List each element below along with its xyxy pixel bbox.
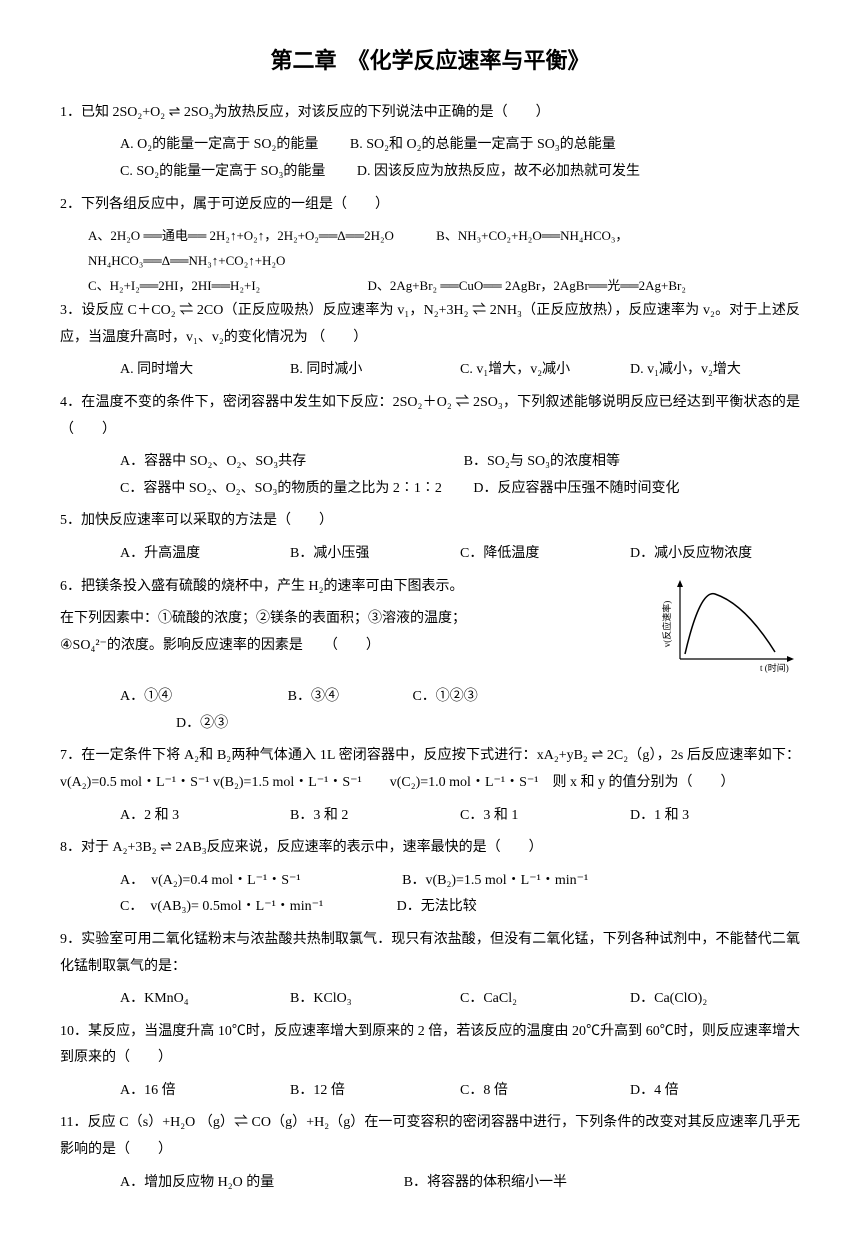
question-9: 9．实验室可用二氧化锰粉末与浓盐酸共热制取氯气．现只有浓盐酸，但没有二氧化锰，下…: [60, 927, 800, 980]
question-3: 3．设反应 C＋CO₂ ⇌ 2CO（正反应吸热）反应速率为 v₁，N₂+3H₂ …: [60, 298, 800, 351]
question-8: 8．对于 A₂+3B₂ ⇌ 2AB₃反应来说，反应速率的表示中，速率最快的是（ …: [60, 835, 800, 862]
q11-options: A．增加反应物 H₂O 的量 B．将容器的体积缩小一半: [60, 1170, 800, 1197]
q5-options: A．升高温度 B．减小压强 C．降低温度 D．减小反应物浓度: [60, 541, 800, 568]
q11-opt-b: B．将容器的体积缩小一半: [404, 1175, 567, 1190]
q8-opt-b: B．v(B₂)=1.5 mol・L⁻¹・min⁻¹: [402, 873, 588, 888]
q6-opt-d: D．②③: [176, 716, 228, 731]
q2-opt-d: D、2Ag+Br₂ ══CuO══ 2AgBr，2AgBr══光══2Ag+Br…: [367, 278, 685, 293]
question-1: 1．已知 2SO₂+O₂ ⇌ 2SO₃为放热反应，对该反应的下列说法中正确的是（…: [60, 100, 800, 127]
graph-ylabel: v(反应速率): [661, 600, 672, 647]
q7-opt-d: D．1 和 3: [630, 803, 800, 830]
question-5: 5．加快反应速率可以采取的方法是（ ）: [60, 508, 800, 535]
q3-opt-c: C. v₁增大，v₂减小: [460, 357, 630, 384]
q8-opt-a: A． v(A₂)=0.4 mol・L⁻¹・S⁻¹: [120, 873, 301, 888]
chapter-title: 第二章 《化学反应速率与平衡》: [60, 40, 800, 82]
q8-options: A． v(A₂)=0.4 mol・L⁻¹・S⁻¹ B．v(B₂)=1.5 mol…: [60, 868, 800, 921]
graph-xlabel: t (时间): [760, 662, 789, 673]
q6-opt-c: C．①②③: [412, 689, 477, 704]
q1-opt-d: D. 因该反应为放热反应，故不必加热就可发生: [357, 164, 640, 179]
q2-opt-c: C、H₂+I₂══2HI，2HI══H₂+I₂: [88, 278, 260, 293]
q9-options: A．KMnO₄ B．KClO₃ C．CaCl₂ D．Ca(ClO)₂: [60, 986, 800, 1013]
q9-opt-c: C．CaCl₂: [460, 986, 630, 1013]
q8-opt-c: C． v(AB₃)= 0.5mol・L⁻¹・min⁻¹: [120, 899, 323, 914]
q1-options: A. O₂的能量一定高于 SO₂的能量 B. SO₂和 O₂的总能量一定高于 S…: [60, 132, 800, 185]
q1-opt-c: C. SO₂的能量一定高于 SO₃的能量: [120, 164, 325, 179]
q5-opt-c: C．降低温度: [460, 541, 630, 568]
q4-opt-b: B．SO₂与 SO₃的浓度相等: [464, 454, 620, 469]
q2-options: A、2H₂O ══通电══ 2H₂↑+O₂↑，2H₂+O₂══Δ══2H₂O B…: [60, 224, 800, 298]
q5-opt-b: B．减小压强: [290, 541, 460, 568]
q9-opt-a: A．KMnO₄: [120, 986, 290, 1013]
question-7: 7．在一定条件下将 A₂和 B₂两种气体通入 1L 密闭容器中，反应按下式进行：…: [60, 743, 800, 796]
q6-opt-b: B．③④: [288, 689, 339, 704]
q3-opt-a: A. 同时增大: [120, 357, 290, 384]
question-10: 10．某反应，当温度升高 10℃时，反应速率增大到原来的 2 倍，若该反应的温度…: [60, 1019, 800, 1072]
question-4: 4．在温度不变的条件下，密闭容器中发生如下反应：2SO₂＋O₂ ⇌ 2SO₃，下…: [60, 390, 800, 443]
q4-options: A．容器中 SO₂、O₂、SO₃共存 B．SO₂与 SO₃的浓度相等 C．容器中…: [60, 449, 800, 502]
q7-opt-a: A．2 和 3: [120, 803, 290, 830]
q2-opt-a: A、2H₂O ══通电══ 2H₂↑+O₂↑，2H₂+O₂══Δ══2H₂O: [88, 228, 394, 243]
q10-opt-c: C．8 倍: [460, 1078, 630, 1105]
q10-options: A．16 倍 B．12 倍 C．8 倍 D．4 倍: [60, 1078, 800, 1105]
q5-opt-a: A．升高温度: [120, 541, 290, 568]
q7-opt-b: B．3 和 2: [290, 803, 460, 830]
q3-opt-d: D. v₁减小，v₂增大: [630, 357, 800, 384]
q4-opt-d: D．反应容器中压强不随时间变化: [473, 481, 679, 496]
q6-opt-a: A．①④: [120, 689, 172, 704]
q4-opt-a: A．容器中 SO₂、O₂、SO₃共存: [120, 454, 306, 469]
q4-opt-c: C．容器中 SO₂、O₂、SO₃的物质的量之比为 2∶1∶2: [120, 481, 442, 496]
q1-opt-a: A. O₂的能量一定高于 SO₂的能量: [120, 137, 318, 152]
q1-opt-b: B. SO₂和 O₂的总能量一定高于 SO₃的总能量: [350, 137, 616, 152]
question-2: 2．下列各组反应中，属于可逆反应的一组是（ ）: [60, 192, 800, 219]
q10-opt-a: A．16 倍: [120, 1078, 290, 1105]
q10-opt-b: B．12 倍: [290, 1078, 460, 1105]
q5-opt-d: D．减小反应物浓度: [630, 541, 800, 568]
q10-opt-d: D．4 倍: [630, 1078, 800, 1105]
question-11: 11．反应 C（s）+H₂O （g）⇌ CO（g）+H₂（g）在一可变容积的密闭…: [60, 1110, 800, 1163]
rate-graph: v(反应速率) t (时间): [660, 574, 800, 685]
q3-options: A. 同时增大 B. 同时减小 C. v₁增大，v₂减小 D. v₁减小，v₂增…: [60, 357, 800, 384]
q7-opt-c: C．3 和 1: [460, 803, 630, 830]
q7-options: A．2 和 3 B．3 和 2 C．3 和 1 D．1 和 3: [60, 803, 800, 830]
q11-opt-a: A．增加反应物 H₂O 的量: [120, 1175, 274, 1190]
q3-opt-b: B. 同时减小: [290, 357, 460, 384]
q9-opt-b: B．KClO₃: [290, 986, 460, 1013]
q9-opt-d: D．Ca(ClO)₂: [630, 986, 800, 1013]
q6-options: A．①④ B．③④ C．①②③ D．②③: [60, 684, 800, 737]
q8-opt-d: D．无法比较: [397, 899, 477, 914]
